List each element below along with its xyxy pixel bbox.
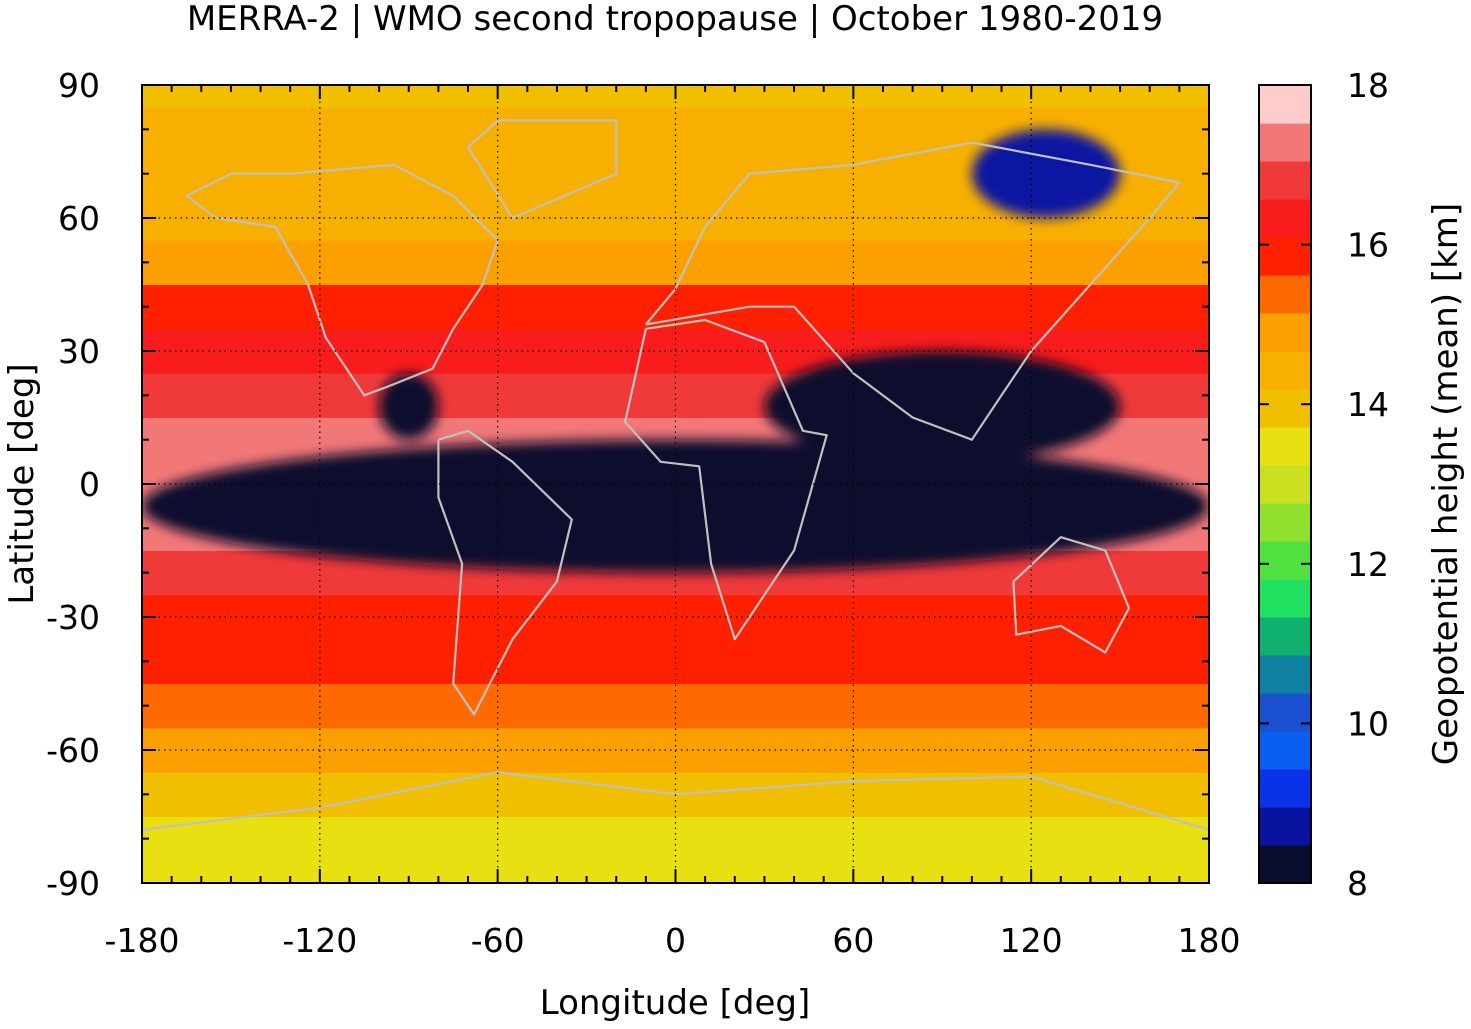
x-tick-label: -120	[282, 921, 357, 960]
colorbar-tick-label: 12	[1347, 545, 1389, 584]
y-tick-label: -30	[46, 598, 100, 637]
anomaly-region	[764, 351, 1121, 462]
x-axis-ticks: -180 -120 -60 0 60 120 180	[105, 85, 1241, 960]
x-tick-label: -180	[105, 921, 180, 960]
colorbar-bin	[1259, 807, 1311, 846]
anomaly-region	[379, 373, 439, 440]
y-tick-label: 90	[58, 66, 100, 105]
colorbar-bin	[1259, 427, 1311, 466]
x-tick-label: 60	[832, 921, 874, 960]
x-axis-label: Longitude [deg]	[540, 983, 811, 1023]
colorbar-bins	[1259, 85, 1311, 884]
colorbar-bin	[1259, 579, 1311, 618]
colorbar-tick-label: 16	[1347, 226, 1389, 265]
y-axis-label: Latitude [deg]	[2, 363, 42, 604]
colorbar-bin	[1259, 541, 1311, 580]
x-tick-label: 0	[665, 921, 686, 960]
heatmap-field	[142, 85, 1209, 883]
colorbar-bin	[1259, 845, 1311, 884]
colorbar: 18 16 14 12 10 8	[1258, 66, 1389, 903]
colorbar-bin	[1259, 123, 1311, 162]
y-tick-label: -90	[46, 864, 100, 903]
coastline	[437, 429, 573, 716]
colorbar-bin	[1259, 275, 1311, 314]
coastlines	[142, 119, 1209, 831]
colorbar-bin	[1259, 693, 1311, 732]
y-axis-ticks: 90 60 30 0 -30 -60 -90	[46, 66, 1209, 903]
colorbar-bin	[1259, 237, 1311, 276]
colorbar-tick-label: 8	[1347, 864, 1368, 903]
colorbar-frame	[1258, 84, 1312, 884]
colorbar-bin	[1259, 199, 1311, 238]
colorbar-bin	[1259, 313, 1311, 352]
x-tick-label: 180	[1178, 921, 1241, 960]
colorbar-bin	[1259, 351, 1311, 390]
x-tick-label: -60	[471, 921, 525, 960]
colorbar-bin	[1259, 769, 1311, 808]
colorbar-tick-label: 10	[1347, 704, 1389, 743]
coastline	[466, 119, 618, 220]
colorbar-ticks: 18 16 14 12 10 8	[1259, 66, 1389, 903]
colorbar-tick-label: 14	[1347, 385, 1389, 424]
chart-title: MERRA-2 | WMO second tropopause | Octobe…	[187, 0, 1163, 39]
colorbar-bin	[1259, 161, 1311, 200]
colorbar-label: Geopotential height (mean) [km]	[1426, 203, 1466, 765]
zonal-band	[142, 639, 1209, 684]
colorbar-bin	[1259, 655, 1311, 694]
colorbar-bin	[1259, 617, 1311, 656]
coastline	[1012, 536, 1131, 654]
anomaly-region	[971, 129, 1121, 218]
colorbar-bin	[1259, 465, 1311, 504]
colorbar-tick-label: 18	[1347, 66, 1389, 105]
y-tick-label: 60	[58, 199, 100, 238]
colorbar-bin	[1259, 503, 1311, 542]
coastline	[185, 163, 499, 397]
grid-lines	[142, 85, 1209, 883]
y-tick-label: -60	[46, 731, 100, 770]
x-tick-label: 120	[1000, 921, 1063, 960]
colorbar-bin	[1259, 389, 1311, 428]
y-tick-label: 0	[79, 465, 100, 504]
anomaly-region	[142, 439, 1209, 573]
colorbar-bin	[1259, 731, 1311, 770]
anomaly-regions	[142, 129, 1209, 573]
coastline	[142, 771, 1209, 831]
coastline	[624, 318, 828, 641]
y-tick-label: 30	[58, 332, 100, 371]
colorbar-bin	[1259, 85, 1311, 124]
